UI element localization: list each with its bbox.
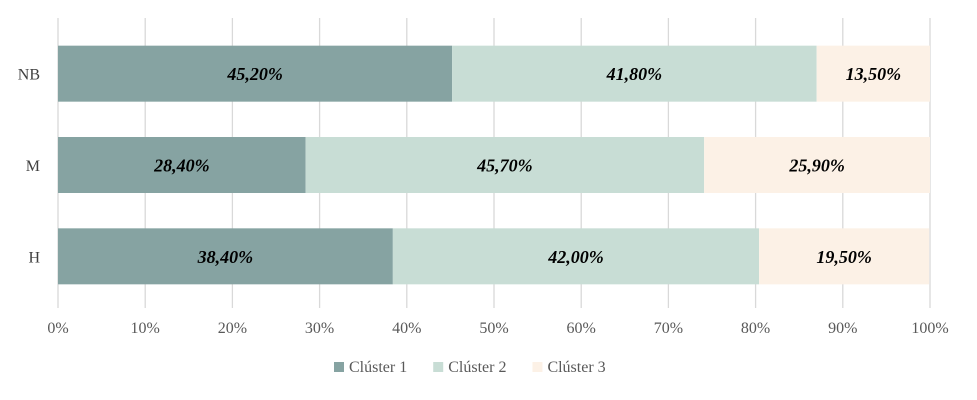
x-tick-label: 100% (911, 320, 948, 337)
bar-cluster-3-h (759, 228, 930, 285)
category-labels: NB M H (18, 67, 41, 267)
x-tick-label: 80% (741, 320, 770, 337)
bar-cluster-3-m (704, 137, 930, 193)
data-label: 19,50% (816, 247, 872, 267)
x-tick-label: 0% (47, 320, 68, 337)
bar-cluster-2-m (305, 137, 705, 193)
category-label: NB (18, 67, 40, 84)
legend-label: Clúster 3 (547, 359, 605, 376)
legend-label: Clúster 2 (448, 359, 506, 376)
bar-cluster-2-nb (452, 45, 817, 102)
x-tick-label: 40% (392, 320, 421, 337)
bar-cluster-1-nb (58, 45, 453, 102)
category-label: H (28, 249, 40, 266)
category-label: M (26, 158, 40, 175)
x-tick-label: 30% (305, 320, 334, 337)
bar-cluster-1-h (58, 228, 393, 285)
data-label: 45,70% (476, 156, 533, 176)
x-tick-label: 60% (567, 320, 596, 337)
x-tick-labels: 0% 10% 20% 30% 40% 50% 60% 70% 80% 90% 100% (47, 320, 948, 337)
legend-swatch-cluster-3 (532, 362, 543, 372)
legend-swatch-cluster-1 (334, 362, 344, 372)
bar-cluster-3-nb (816, 45, 930, 102)
x-tick-label: 90% (828, 320, 857, 337)
x-tick-label: 70% (654, 320, 683, 337)
bars (58, 45, 930, 285)
x-tick-label: 50% (479, 320, 508, 337)
data-label: 28,40% (153, 156, 210, 176)
x-tick-label: 20% (218, 320, 247, 337)
bar-cluster-1-m (58, 137, 306, 193)
x-tick-label: 10% (131, 320, 160, 337)
data-label: 38,40% (197, 247, 254, 267)
legend-label: Clúster 1 (349, 359, 407, 376)
data-labels: 45,20% 41,80% 13,50% 28,40% 45,70% 25,90% 38,4… (153, 64, 901, 267)
data-label: 42,00% (547, 247, 604, 267)
legend-swatch-cluster-2 (433, 362, 444, 372)
data-label: 13,50% (846, 64, 902, 84)
data-label: 45,20% (226, 64, 283, 84)
data-label: 41,80% (606, 64, 663, 84)
bar-cluster-2-h (392, 228, 760, 285)
legend: Clúster 1 Clúster 2 Clúster 3 (334, 359, 606, 376)
data-label: 25,90% (788, 156, 845, 176)
